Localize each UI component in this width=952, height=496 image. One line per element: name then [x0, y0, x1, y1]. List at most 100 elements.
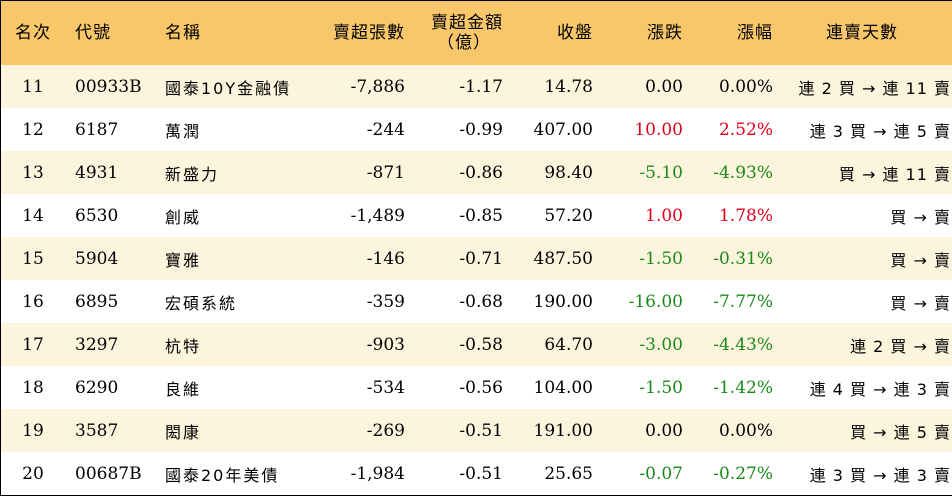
cell-volume: -1,489: [350, 205, 405, 226]
header-name: 名稱: [165, 23, 201, 43]
cell-code: 4931: [75, 162, 119, 183]
cell-pct: -1.42%: [713, 377, 773, 398]
cell-volume: -244: [366, 119, 405, 140]
cell-pct: -0.31%: [713, 248, 773, 269]
cell-close: 14.78: [544, 76, 593, 97]
cell-code: 00687B: [75, 463, 142, 484]
cell-days: 連 3 買 → 連 3 賣: [809, 465, 951, 485]
cell-change: 1.00: [645, 205, 683, 226]
cell-change: 0.00: [645, 420, 683, 441]
cell-name: 國泰20年美債: [165, 465, 280, 485]
header-volume: 賣超張數: [333, 23, 405, 43]
cell-close: 104.00: [533, 377, 593, 398]
table-row: 20 00687B 國泰20年美債 -1,984 -0.51 25.65 -0.07 -0.2…: [1, 452, 952, 495]
cell-code: 6187: [75, 119, 119, 140]
cell-code: 6290: [75, 377, 119, 398]
cell-pct: 0.00%: [718, 76, 773, 97]
table-body: 11 00933B 國泰10Y金融債 -7,886 -1.17 14.78 0.00 0.00…: [1, 65, 952, 495]
header-code: 代號: [75, 23, 111, 43]
cell-rank: 15: [22, 248, 44, 269]
cell-name: 良維: [165, 379, 202, 399]
cell-amount: -1.17: [459, 76, 503, 97]
cell-rank: 16: [22, 291, 44, 312]
cell-close: 98.40: [544, 162, 593, 183]
header-amount-line2: （億）: [437, 33, 491, 53]
cell-volume: -359: [366, 291, 405, 312]
cell-close: 487.50: [533, 248, 593, 269]
cell-amount: -0.51: [459, 463, 503, 484]
cell-name: 宏碩系統: [165, 293, 238, 313]
cell-days: 買 → 賣: [890, 250, 951, 270]
cell-amount: -0.99: [459, 119, 503, 140]
cell-close: 190.00: [533, 291, 593, 312]
cell-code: 5904: [75, 248, 119, 269]
cell-volume: -269: [366, 420, 405, 441]
cell-pct: 0.00%: [718, 420, 773, 441]
table-row: 14 6530 創威 -1,489 -0.85 57.20 1.00 1.78% 買 → 賣: [1, 194, 952, 237]
cell-pct: -0.27%: [713, 463, 773, 484]
table-row: 19 3587 閎康 -269 -0.51 191.00 0.00 0.00% 買 → 連 5 …: [1, 409, 952, 452]
table-row: 13 4931 新盛力 -871 -0.86 98.40 -5.10 -4.93% 買 → 連 …: [1, 151, 952, 194]
table-row: 12 6187 萬潤 -244 -0.99 407.00 10.00 2.52% 連 3 買 →…: [1, 108, 952, 151]
cell-amount: -0.58: [459, 334, 503, 355]
cell-days: 連 4 買 → 連 3 賣: [809, 379, 951, 399]
cell-change: 0.00: [645, 76, 683, 97]
cell-change: -5.10: [639, 162, 683, 183]
cell-days: 連 2 買 → 連 11 賣: [798, 78, 951, 98]
cell-days: 買 → 賣: [890, 293, 951, 313]
cell-volume: -146: [366, 248, 405, 269]
cell-volume: -903: [366, 334, 405, 355]
cell-days: 連 2 買 → 賣: [850, 336, 951, 356]
cell-amount: -0.71: [459, 248, 503, 269]
cell-rank: 14: [22, 205, 44, 226]
cell-amount: -0.86: [459, 162, 503, 183]
cell-amount: -0.51: [459, 420, 503, 441]
cell-amount: -0.68: [459, 291, 503, 312]
header-days: 連賣天數: [826, 23, 898, 43]
cell-code: 3297: [75, 334, 119, 355]
table-row: 11 00933B 國泰10Y金融債 -7,886 -1.17 14.78 0.00 0.00…: [1, 65, 952, 108]
cell-close: 64.70: [544, 334, 593, 355]
cell-name: 閎康: [165, 422, 202, 442]
cell-volume: -534: [366, 377, 405, 398]
header-close: 收盤: [557, 23, 593, 43]
cell-close: 57.20: [544, 205, 593, 226]
header-rank: 名次: [15, 23, 51, 43]
cell-rank: 11: [22, 76, 44, 97]
cell-change: -0.07: [639, 463, 683, 484]
cell-name: 杭特: [165, 336, 202, 356]
cell-rank: 13: [22, 162, 44, 183]
cell-pct: -7.77%: [713, 291, 773, 312]
cell-change: -1.50: [639, 248, 683, 269]
cell-close: 407.00: [533, 119, 593, 140]
cell-amount: -0.56: [459, 377, 503, 398]
cell-close: 191.00: [533, 420, 593, 441]
cell-name: 新盛力: [165, 164, 220, 184]
cell-rank: 18: [22, 377, 44, 398]
cell-pct: 2.52%: [718, 119, 773, 140]
cell-days: 買 → 連 11 賣: [838, 164, 951, 184]
cell-change: -3.00: [639, 334, 683, 355]
cell-pct: 1.78%: [718, 205, 773, 226]
cell-name: 萬潤: [165, 121, 202, 141]
cell-pct: -4.43%: [713, 334, 773, 355]
cell-code: 6895: [75, 291, 119, 312]
cell-rank: 20: [22, 463, 44, 484]
cell-code: 6530: [75, 205, 119, 226]
cell-rank: 17: [22, 334, 44, 355]
cell-amount: -0.85: [459, 205, 503, 226]
cell-volume: -7,886: [350, 76, 405, 97]
cell-days: 買 → 連 5 賣: [850, 422, 951, 442]
cell-rank: 19: [22, 420, 44, 441]
cell-rank: 12: [22, 119, 44, 140]
table-row: 16 6895 宏碩系統 -359 -0.68 190.00 -16.00 -7.77% 買 →…: [1, 280, 952, 323]
cell-change: 10.00: [634, 119, 683, 140]
table-row: 17 3297 杭特 -903 -0.58 64.70 -3.00 -4.43% 連 2 買 →…: [1, 323, 952, 366]
header-amount: 賣超金額 （億）: [405, 1, 503, 65]
header-change: 漲跌: [647, 23, 683, 43]
cell-code: 00933B: [75, 76, 142, 97]
cell-volume: -871: [366, 162, 405, 183]
cell-name: 創威: [165, 207, 202, 227]
